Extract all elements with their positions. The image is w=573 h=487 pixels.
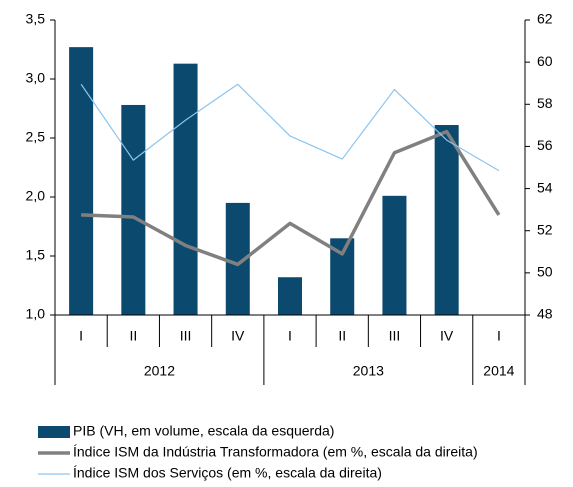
bar: [173, 63, 198, 315]
x-tick-label: II: [129, 328, 137, 344]
bar: [69, 47, 94, 315]
x-tick-label: I: [79, 328, 83, 344]
y2-tick-label: 58: [537, 95, 553, 111]
legend: PIB (VH, em volume, escala da esquerda) Í…: [38, 423, 478, 481]
line: [81, 129, 501, 267]
y-tick-label: 2,5: [26, 129, 46, 145]
y2-tick-label: 52: [537, 221, 553, 237]
x-tick-label: II: [338, 328, 346, 344]
y2-tick-label: 62: [537, 11, 553, 27]
y2-tick-label: 54: [537, 179, 553, 195]
y-tick-label: 3,0: [26, 70, 46, 86]
legend-label: PIB (VH, em volume, escala da esquerda): [73, 423, 334, 439]
y2-tick-label: 56: [537, 137, 553, 153]
y-tick-label: 1,0: [26, 306, 46, 322]
y2-tick-label: 60: [537, 53, 553, 69]
bar: [121, 104, 146, 316]
x-group-label: 2013: [353, 363, 384, 379]
legend-label: Índice ISM da Indústria Transformadora (…: [73, 444, 478, 460]
y-tick-label: 1,5: [26, 247, 46, 263]
bar: [277, 277, 303, 315]
x-tick-label: I: [288, 328, 292, 344]
x-group-label: 2014: [483, 363, 514, 379]
x-tick-label: IV: [440, 328, 454, 344]
y-tick-label: 3,5: [26, 11, 46, 27]
x-group-label: 2012: [144, 363, 175, 379]
bar: [382, 195, 407, 315]
y-tick-label: 2,0: [26, 188, 46, 204]
x-tick-label: I: [497, 328, 501, 344]
y2-tick-label: 48: [537, 306, 553, 322]
x-tick-label: III: [389, 328, 401, 344]
bar: [434, 125, 459, 316]
legend-swatch: [38, 426, 70, 438]
x-tick-label: III: [180, 328, 192, 344]
line: [80, 83, 500, 172]
legend-label: Índice ISM dos Serviços (em %, escala da…: [73, 465, 382, 481]
x-tick-label: IV: [231, 328, 245, 344]
y2-tick-label: 50: [537, 264, 553, 280]
